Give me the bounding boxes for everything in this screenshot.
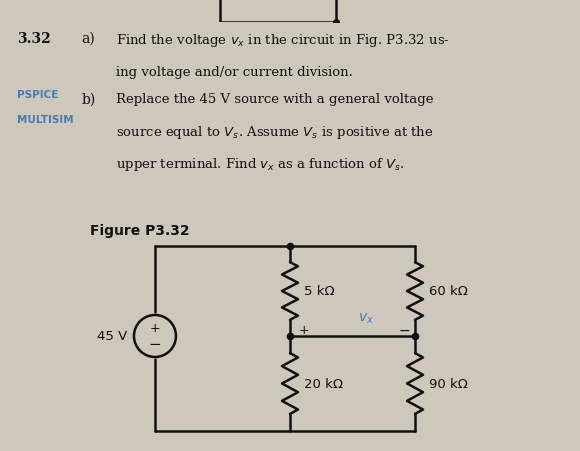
Text: 5 kΩ: 5 kΩ <box>304 285 335 298</box>
Text: +: + <box>150 322 160 335</box>
Text: −: − <box>398 323 410 337</box>
Text: b): b) <box>81 92 96 106</box>
Text: ing voltage and/or current division.: ing voltage and/or current division. <box>116 65 353 78</box>
Text: source equal to $V_s$. Assume $V_s$ is positive at the: source equal to $V_s$. Assume $V_s$ is p… <box>116 124 433 141</box>
Text: $v_x$: $v_x$ <box>357 311 374 325</box>
Text: 90 kΩ: 90 kΩ <box>429 377 468 390</box>
Text: 3.32: 3.32 <box>17 32 51 46</box>
Text: PSPICE: PSPICE <box>17 90 59 100</box>
Text: Find the voltage $v_x$ in the circuit in Fig. P3.32 us-: Find the voltage $v_x$ in the circuit in… <box>116 32 450 49</box>
Text: a): a) <box>81 32 95 46</box>
Text: Figure P3.32: Figure P3.32 <box>90 224 190 238</box>
Text: upper terminal. Find $v_x$ as a function of $V_s$.: upper terminal. Find $v_x$ as a function… <box>116 156 405 173</box>
Text: MULTISIM: MULTISIM <box>17 115 74 125</box>
Text: +: + <box>299 324 309 337</box>
Text: Replace the 45 V source with a general voltage: Replace the 45 V source with a general v… <box>116 92 433 106</box>
Text: −: − <box>148 337 161 352</box>
Text: 20 kΩ: 20 kΩ <box>304 377 343 390</box>
Text: 60 kΩ: 60 kΩ <box>429 285 468 298</box>
Text: 45 V: 45 V <box>97 330 128 343</box>
